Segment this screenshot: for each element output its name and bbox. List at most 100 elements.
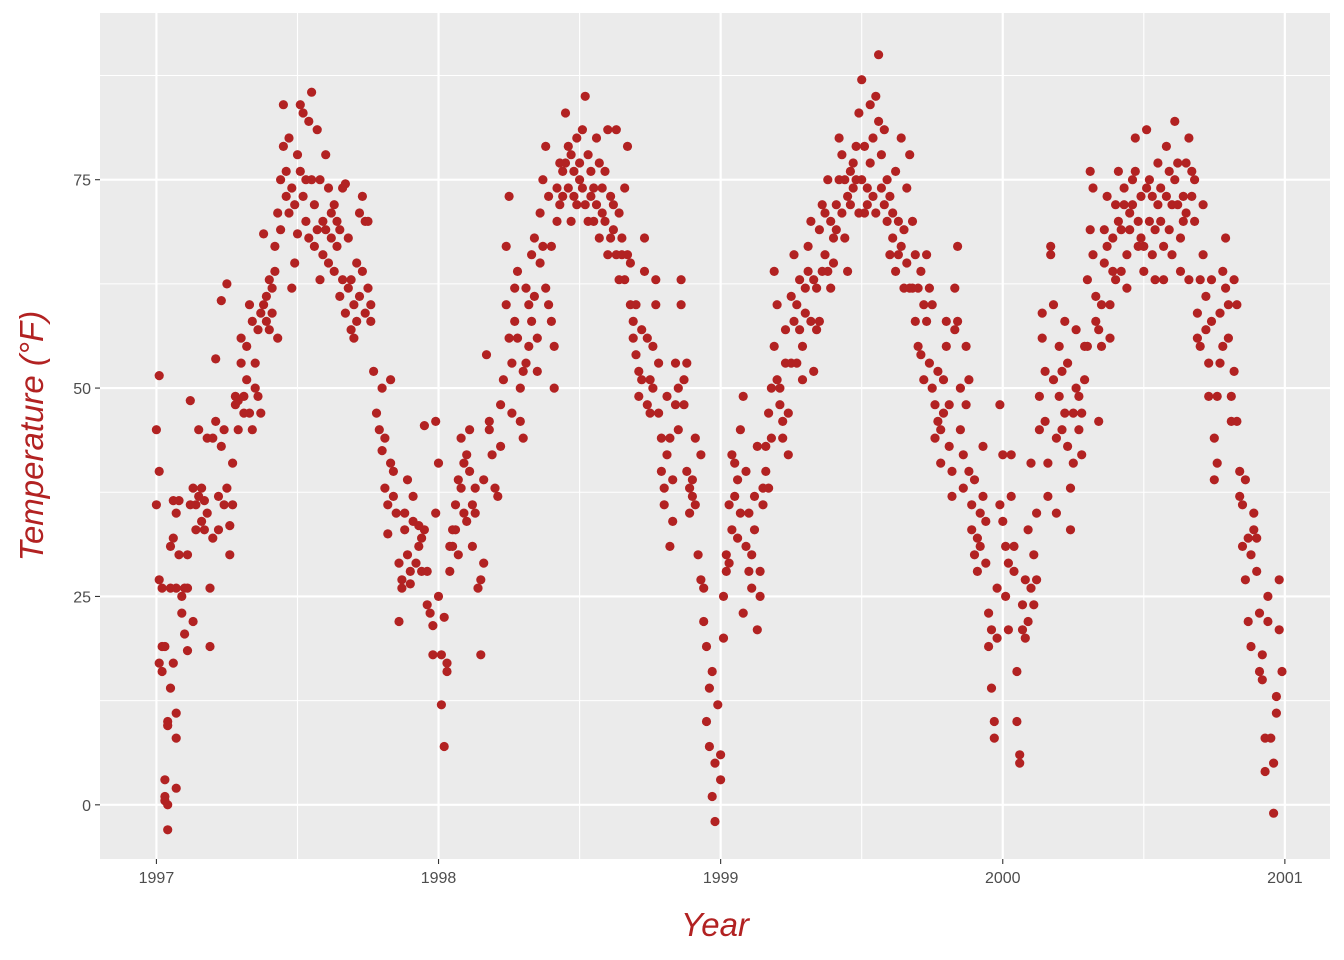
- data-point: [414, 541, 424, 552]
- data-point: [608, 200, 619, 210]
- data-point: [738, 608, 748, 618]
- data-point: [157, 583, 167, 593]
- data-point: [202, 508, 212, 518]
- data-point: [614, 208, 624, 218]
- data-point: [1017, 600, 1028, 610]
- data-point: [1274, 625, 1284, 635]
- data-point: [171, 583, 181, 593]
- data-point: [845, 166, 856, 176]
- data-point: [295, 166, 305, 176]
- data-point: [467, 541, 477, 552]
- data-point: [335, 291, 345, 301]
- data-point: [496, 441, 506, 451]
- data-point: [470, 508, 480, 518]
- data-point: [1175, 233, 1186, 243]
- data-point: [527, 250, 537, 260]
- data-point: [572, 200, 582, 210]
- data-point: [566, 216, 576, 226]
- data-point: [1201, 291, 1211, 301]
- data-point: [538, 241, 548, 251]
- data-point: [622, 141, 633, 151]
- data-point: [524, 300, 534, 310]
- data-point: [659, 500, 669, 510]
- data-point: [1170, 116, 1180, 126]
- data-point: [397, 575, 407, 585]
- data-point: [171, 733, 181, 743]
- data-point: [631, 350, 641, 360]
- data-point: [989, 733, 999, 743]
- data-point: [518, 366, 528, 376]
- data-point: [648, 383, 658, 393]
- data-point: [936, 425, 946, 435]
- data-point: [295, 100, 305, 110]
- data-point: [716, 775, 726, 785]
- data-point: [733, 475, 743, 485]
- data-point: [1015, 758, 1025, 768]
- data-point: [329, 266, 339, 276]
- data-point: [922, 316, 932, 326]
- data-point: [961, 400, 971, 410]
- data-point: [1243, 616, 1253, 627]
- data-point: [1184, 275, 1194, 285]
- data-point: [323, 258, 334, 268]
- data-point: [360, 308, 370, 318]
- data-point: [634, 391, 644, 401]
- data-point: [637, 375, 647, 385]
- data-point: [1195, 275, 1205, 285]
- data-point: [323, 183, 334, 193]
- data-point: [309, 200, 319, 210]
- data-point: [907, 216, 918, 226]
- data-point: [312, 225, 322, 235]
- data-point: [648, 341, 658, 351]
- data-point: [481, 350, 492, 360]
- data-point: [216, 296, 226, 306]
- data-point: [1006, 450, 1016, 460]
- data-point: [1034, 391, 1044, 401]
- data-point: [693, 550, 703, 560]
- data-point: [529, 291, 540, 301]
- y-tick-label: 25: [73, 589, 91, 606]
- data-point: [622, 250, 633, 260]
- data-point: [247, 425, 257, 435]
- data-point: [1127, 175, 1138, 185]
- data-point: [563, 183, 573, 193]
- data-point: [905, 150, 915, 160]
- data-point: [662, 450, 672, 460]
- data-point: [1150, 275, 1160, 285]
- data-point: [1246, 550, 1256, 560]
- data-point: [851, 141, 861, 151]
- data-point: [896, 241, 906, 251]
- data-point: [1060, 316, 1070, 326]
- data-point: [662, 391, 672, 401]
- data-point: [154, 575, 164, 585]
- data-point: [349, 300, 359, 310]
- data-point: [670, 400, 681, 410]
- data-point: [397, 583, 407, 593]
- data-point: [326, 233, 336, 243]
- data-point: [857, 75, 867, 85]
- data-point: [656, 433, 667, 443]
- plot-panel: [100, 13, 1330, 859]
- data-point: [1116, 225, 1126, 235]
- data-point: [803, 241, 813, 251]
- data-point: [504, 191, 514, 201]
- data-points: [151, 50, 1287, 835]
- data-point: [645, 408, 655, 418]
- data-point: [191, 525, 201, 535]
- data-point: [797, 341, 808, 351]
- data-point: [250, 358, 260, 368]
- data-point: [769, 341, 779, 351]
- data-point: [253, 391, 263, 401]
- data-point: [902, 183, 912, 193]
- data-point: [1153, 200, 1163, 210]
- data-point: [865, 158, 875, 168]
- data-point: [211, 354, 221, 364]
- data-point: [1122, 283, 1132, 293]
- data-point: [233, 425, 243, 435]
- data-point: [978, 441, 988, 451]
- data-point: [484, 425, 494, 435]
- data-point: [352, 258, 362, 268]
- data-point: [1054, 391, 1064, 401]
- data-point: [1048, 375, 1059, 385]
- data-point: [953, 316, 963, 326]
